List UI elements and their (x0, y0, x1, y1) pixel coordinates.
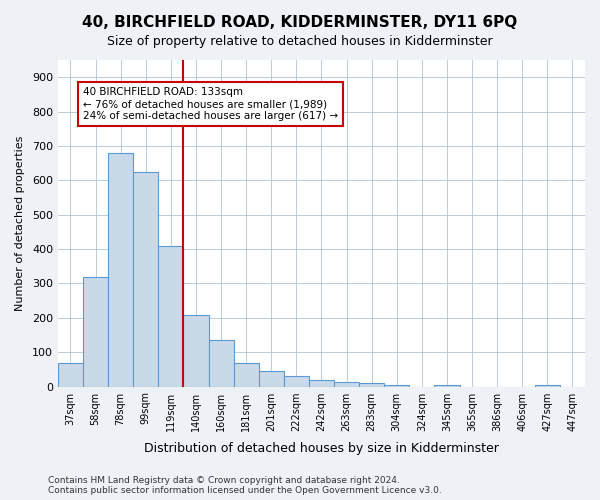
Bar (83, 277, 108, 386)
Bar (184, 315, 209, 386)
Bar (535, 385, 560, 386)
Y-axis label: Number of detached properties: Number of detached properties (15, 136, 25, 311)
Bar (284, 376, 309, 386)
Bar (233, 364, 259, 386)
Text: 40, BIRCHFIELD ROAD, KIDDERMINSTER, DY11 6PQ: 40, BIRCHFIELD ROAD, KIDDERMINSTER, DY11… (82, 15, 518, 30)
Bar (259, 371, 284, 386)
Bar (309, 380, 334, 386)
Bar (434, 385, 460, 386)
Bar (58, 363, 83, 386)
X-axis label: Distribution of detached houses by size in Kidderminster: Distribution of detached houses by size … (144, 442, 499, 455)
Bar (359, 383, 384, 386)
Text: Contains HM Land Registry data © Crown copyright and database right 2024.
Contai: Contains HM Land Registry data © Crown c… (48, 476, 442, 495)
Bar (158, 246, 184, 386)
Bar (108, 154, 133, 386)
Text: 40 BIRCHFIELD ROAD: 133sqm
← 76% of detached houses are smaller (1,989)
24% of s: 40 BIRCHFIELD ROAD: 133sqm ← 76% of deta… (83, 88, 338, 120)
Text: Size of property relative to detached houses in Kidderminster: Size of property relative to detached ho… (107, 35, 493, 48)
Bar (133, 172, 158, 386)
Bar (209, 340, 233, 386)
Bar (334, 382, 359, 386)
